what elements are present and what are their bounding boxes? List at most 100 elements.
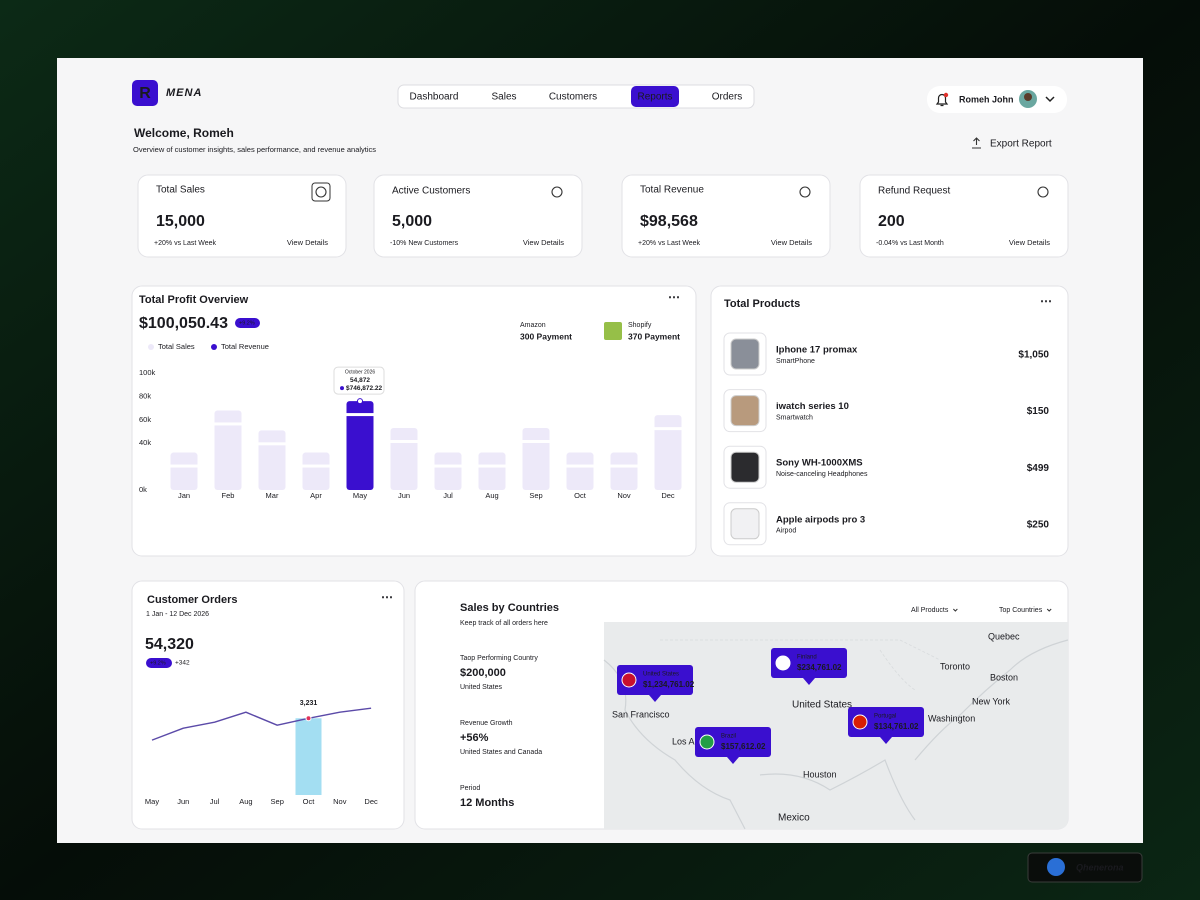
x-tick-label: Apr — [310, 491, 322, 500]
stat-change-text: vs Last Week — [174, 240, 216, 247]
bar — [522, 427, 550, 490]
nav-active — [631, 86, 679, 107]
filter-dropdown[interactable]: All Products — [911, 607, 949, 614]
countries-subtitle: Keep track of all orders here — [460, 620, 548, 627]
y-tick-label: 40k — [139, 438, 151, 447]
flag — [621, 672, 637, 688]
profit-badge-text: +9.2% — [239, 320, 255, 326]
nav-item[interactable]: Orders — [712, 92, 743, 103]
bar — [478, 452, 506, 490]
stat-card — [137, 174, 347, 258]
bar-cap-gap — [566, 464, 594, 468]
product-price: $1,050 — [1018, 350, 1049, 361]
export-button[interactable]: Export Report — [990, 139, 1052, 150]
menu-dots[interactable]: ⋯ — [381, 590, 393, 604]
country-stat-label: Taop Performing Country — [460, 655, 538, 662]
product-category: Smartwatch — [776, 414, 813, 421]
country-stat-value: $200,000 — [460, 667, 506, 679]
bar — [654, 415, 682, 490]
map-label: Boston — [990, 672, 1018, 682]
stat-icon-glyph — [1037, 186, 1049, 198]
bell-icon[interactable] — [935, 93, 949, 107]
x-tick-label: May — [145, 797, 159, 806]
orders-extra: +342 — [175, 660, 190, 667]
bar — [302, 452, 330, 490]
bar-cap-gap — [654, 427, 682, 431]
view-details[interactable]: View Details — [1009, 238, 1050, 247]
view-details[interactable]: View Details — [523, 238, 564, 247]
stat-card — [373, 174, 583, 258]
flag — [699, 734, 715, 750]
country-pin[interactable] — [617, 665, 693, 695]
payment-count: 300 Payment — [520, 331, 572, 341]
tooltip — [333, 366, 385, 395]
profit-total: $100,050.43 — [139, 315, 228, 332]
country-stat-note: United States and Canada — [460, 749, 542, 756]
nav-item[interactable]: Dashboard — [410, 92, 459, 103]
bar-cap-gap — [478, 464, 506, 468]
bar — [170, 452, 198, 490]
menu-dots[interactable]: ⋯ — [1040, 294, 1052, 308]
stat-change: -10% — [390, 240, 406, 247]
view-details[interactable]: View Details — [771, 238, 812, 247]
x-tick-label: Jun — [177, 797, 189, 806]
highlight-bar — [295, 718, 322, 795]
stat-label: Total Revenue — [640, 185, 704, 196]
product-photo — [730, 395, 760, 427]
pin-amount: $1,234,761.02 — [643, 680, 695, 689]
bar-cap-gap — [302, 464, 330, 468]
nav-item[interactable]: Customers — [549, 92, 597, 103]
x-tick-label: Nov — [617, 491, 631, 500]
line-point — [305, 715, 312, 722]
welcome-title: Welcome, Romeh — [134, 126, 234, 140]
x-tick-label: May — [353, 491, 367, 500]
orders-badge-text: +9.2% — [150, 660, 166, 666]
x-tick-label: Jun — [398, 491, 410, 500]
map-label: Toronto — [940, 661, 970, 671]
legend-label: Total Revenue — [221, 342, 269, 351]
stat-change: +20% — [154, 240, 172, 247]
stat-label: Active Customers — [392, 186, 470, 197]
country-pin[interactable] — [848, 707, 924, 737]
orders-badge — [146, 658, 172, 668]
x-tick-label: Oct — [574, 491, 587, 500]
bar-cap-gap — [522, 439, 550, 443]
stat-card — [621, 174, 831, 258]
country-pin[interactable] — [771, 648, 847, 678]
country-pin[interactable] — [695, 727, 771, 757]
credit-avatar — [1047, 858, 1065, 876]
pin-tail — [727, 757, 739, 764]
filter-dropdown[interactable]: Top Countries — [999, 607, 1043, 614]
stat-value: 200 — [878, 213, 905, 230]
product-photo — [730, 451, 760, 483]
avatar-face — [1024, 93, 1032, 101]
bar — [258, 430, 286, 490]
pin-tail — [880, 737, 892, 744]
nav-item[interactable]: Sales — [491, 92, 516, 103]
legend-dot — [211, 344, 217, 350]
map-label: Quebec — [988, 631, 1020, 641]
product-category: Noise-canceling Headphones — [776, 471, 868, 478]
countries-title: Sales by Countries — [460, 602, 559, 614]
payment-name: Shopify — [628, 322, 652, 329]
product-price: $150 — [1027, 406, 1050, 417]
user-name: Romeh John — [959, 94, 1014, 104]
chevron[interactable] — [1045, 96, 1055, 103]
product-category: SmartPhone — [776, 358, 815, 365]
view-details[interactable]: View Details — [287, 238, 328, 247]
product-name: iwatch series 10 — [776, 401, 849, 412]
y-tick-label: 100k — [139, 368, 156, 377]
country-stat-note: United States — [460, 684, 503, 691]
orders-title: Customer Orders — [147, 594, 237, 606]
export-icon — [972, 137, 981, 149]
nav-item[interactable]: Reports — [637, 92, 672, 103]
map-label: United States — [792, 700, 852, 711]
tooltip-dot — [340, 386, 344, 391]
orders-total: 54,320 — [145, 636, 194, 653]
map-label: San Francisco — [612, 709, 670, 719]
bar — [214, 410, 242, 490]
menu-dots[interactable]: ⋯ — [668, 290, 680, 304]
bar-cap-gap — [390, 439, 418, 443]
x-tick-label: Oct — [303, 797, 316, 806]
